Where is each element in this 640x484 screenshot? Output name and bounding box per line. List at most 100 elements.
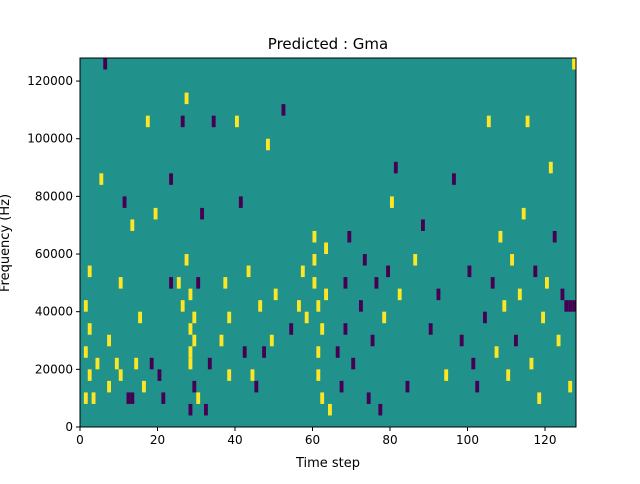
heatmap-cell (269, 334, 274, 347)
y-tick-label: 20000 (35, 362, 73, 376)
x-tick-label: 0 (76, 433, 84, 447)
heatmap-cell (169, 277, 173, 289)
x-tick-label: 20 (150, 433, 165, 447)
heatmap-cell (114, 357, 119, 370)
heatmap-cell (235, 115, 239, 128)
heatmap-cell (192, 380, 197, 393)
heatmap-cell (188, 346, 193, 358)
heatmap-cell (366, 392, 371, 404)
heatmap-cell (541, 311, 545, 324)
heatmap-cell (533, 265, 538, 278)
heatmap-cell (107, 380, 111, 393)
heatmap-cell (304, 311, 309, 324)
heatmap-cell (161, 392, 166, 404)
heatmap-cell (184, 92, 189, 105)
heatmap-cell (176, 277, 181, 289)
heatmap-cell (149, 357, 154, 370)
heatmap-cell (405, 380, 410, 393)
heatmap-cell (223, 277, 228, 289)
heatmap-cell (254, 380, 259, 393)
heatmap-cell (266, 138, 270, 151)
heatmap-cell (196, 277, 201, 289)
heatmap-cell (83, 392, 88, 404)
heatmap-cell (87, 369, 92, 381)
heatmap-cell (207, 357, 212, 370)
heatmap-cell (359, 300, 363, 312)
heatmap-cell (316, 300, 321, 312)
heatmap-cell (374, 277, 379, 289)
plot-frame (79, 57, 577, 428)
heatmap-cell (475, 380, 480, 393)
heatmap-cell (328, 403, 332, 416)
heatmap-cell (471, 357, 476, 370)
heatmap-cell (521, 207, 526, 220)
heatmap-cell (537, 392, 542, 404)
heatmap-cell (83, 300, 88, 312)
heatmap-cell (138, 311, 142, 324)
heatmap-cell (258, 300, 263, 312)
heatmap-cell (312, 230, 317, 243)
heatmap-cell (494, 346, 499, 358)
heatmap-cell (192, 311, 197, 324)
heatmap-cell (107, 334, 111, 347)
x-tick-label: 60 (305, 433, 320, 447)
heatmap-cell (320, 323, 325, 335)
heatmap-cell (250, 369, 255, 381)
heatmap-cell (393, 161, 398, 174)
heatmap-cell (188, 403, 193, 416)
y-tick-label: 0 (65, 420, 73, 434)
heatmap-cell (572, 58, 576, 70)
heatmap-cell (320, 392, 325, 404)
plot-area (79, 57, 577, 428)
heatmap-cell (459, 334, 464, 347)
heatmap-cell (386, 265, 390, 278)
heatmap-cell (118, 369, 123, 381)
heatmap-cell (242, 346, 247, 358)
heatmap-cell (529, 357, 534, 370)
heatmap-cell (343, 277, 348, 289)
heatmap-cell (262, 346, 266, 358)
heatmap-cell (483, 311, 487, 324)
heatmap-cell (169, 173, 173, 185)
heatmap-cell (188, 288, 193, 301)
heatmap-cell (142, 380, 146, 393)
heatmap-cell (378, 403, 383, 416)
heatmap-cell (552, 230, 557, 243)
heatmap-cell (87, 265, 92, 278)
heatmap-cell (343, 323, 348, 335)
heatmap-cell (289, 323, 294, 335)
heatmap-cell (204, 403, 208, 416)
heatmap-cell (180, 115, 185, 128)
heatmap-cell (502, 300, 507, 312)
y-tick-label: 80000 (35, 189, 73, 203)
heatmap-cell (297, 300, 301, 312)
heatmap-cell (219, 334, 224, 347)
heatmap-cell (95, 357, 100, 370)
heatmap-cell (572, 300, 576, 312)
heatmap-cell (382, 311, 387, 324)
chart-title: Predicted : Gma (268, 35, 388, 53)
heatmap-cell (192, 334, 197, 347)
heatmap-cell (351, 357, 356, 370)
heatmap-cell (103, 58, 108, 70)
heatmap-cell (324, 242, 328, 255)
y-axis-label: Frequency (Hz) (0, 194, 13, 292)
heatmap-cell (335, 346, 340, 358)
heatmap-cell (568, 300, 573, 312)
x-tick-label: 80 (382, 433, 397, 447)
x-tick-label: 100 (456, 433, 479, 447)
heatmap-cell (87, 323, 92, 335)
heatmap-cell (490, 277, 495, 289)
heatmap-cell (281, 104, 286, 116)
heatmap-cell (347, 230, 352, 243)
heatmap-cell (188, 357, 193, 370)
heatmap-cell (452, 173, 456, 185)
heatmap-cell (413, 254, 418, 266)
heatmap-cell (99, 173, 104, 185)
heatmap-cell (362, 254, 367, 266)
heatmap-cell (486, 115, 491, 128)
y-tick-label: 100000 (27, 132, 73, 146)
heatmap-cell (436, 288, 441, 301)
heatmap-cell (548, 161, 553, 174)
heatmap-cell (130, 392, 135, 404)
